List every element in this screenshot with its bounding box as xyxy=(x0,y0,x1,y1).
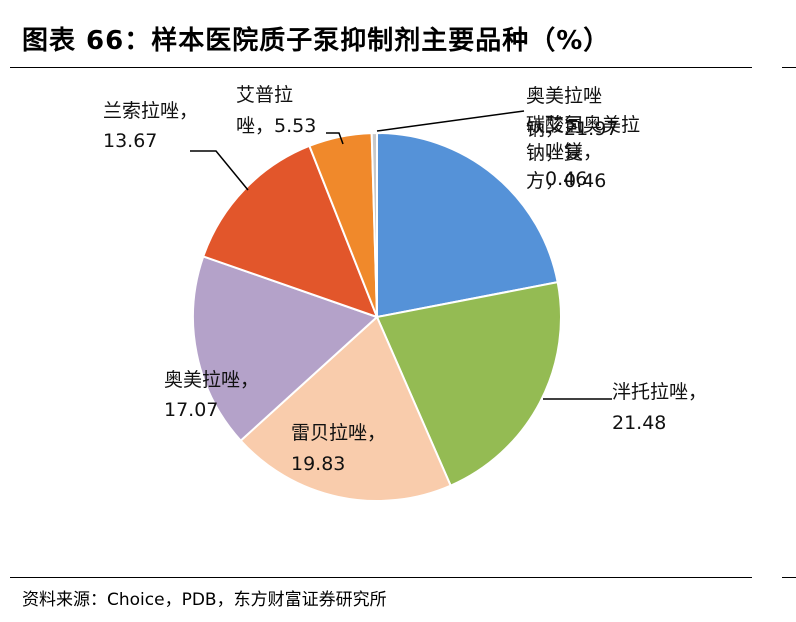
title-rule-right xyxy=(782,67,796,68)
data-label-8-line-1: 碳酸氢 xyxy=(526,114,583,136)
leader-line-5 xyxy=(190,150,249,191)
footer-rule xyxy=(10,577,752,578)
leader-line-8 xyxy=(376,110,525,132)
data-label-3-line-2: 19.83 xyxy=(291,453,345,475)
pie-slice-7 xyxy=(370,131,378,318)
title-rule xyxy=(10,67,752,68)
data-label-8-line-3: 方，0.46 xyxy=(526,170,606,192)
data-label-2-line-1: 泮托拉唑， xyxy=(612,381,707,403)
pie-slice-2 xyxy=(375,280,562,487)
data-label-5-line-2: 13.67 xyxy=(103,130,157,152)
chart-title: 图表 66：样本医院质子泵抑制剂主要品种（%） xyxy=(22,26,611,56)
data-label-1-line-1: 奥美拉唑 xyxy=(526,85,602,107)
data-label-3-line-1: 雷贝拉唑， xyxy=(291,422,386,444)
data-label-4-line-2: 17.07 xyxy=(164,399,218,421)
pie-slice-3 xyxy=(239,315,452,503)
source-note: 资料来源：Choice，PDB，东方财富证券研究所 xyxy=(22,590,387,610)
pie-slice-4 xyxy=(192,255,379,443)
leader-line-6 xyxy=(326,132,344,145)
data-label-7-line-1: 艾司奥美拉 xyxy=(545,114,640,136)
data-label-7-line-3: 0.46 xyxy=(545,168,587,190)
data-label-6-line-1: 艾普拉 xyxy=(236,84,293,106)
data-label-4-line-1: 奥美拉唑， xyxy=(164,369,259,391)
data-label-1-line-2: 钠，21.97 xyxy=(526,118,618,140)
data-label-5-line-1: 兰索拉唑， xyxy=(103,100,198,122)
data-label-7-line-2: 唑镁， xyxy=(545,141,602,163)
data-label-8-line-2: 钠，复 xyxy=(526,142,583,164)
data-label-6-line-2: 唑，5.53 xyxy=(236,115,316,137)
footer-rule-right xyxy=(782,577,796,578)
pie-slice-1 xyxy=(376,131,559,319)
data-label-2-line-2: 21.48 xyxy=(612,412,666,434)
